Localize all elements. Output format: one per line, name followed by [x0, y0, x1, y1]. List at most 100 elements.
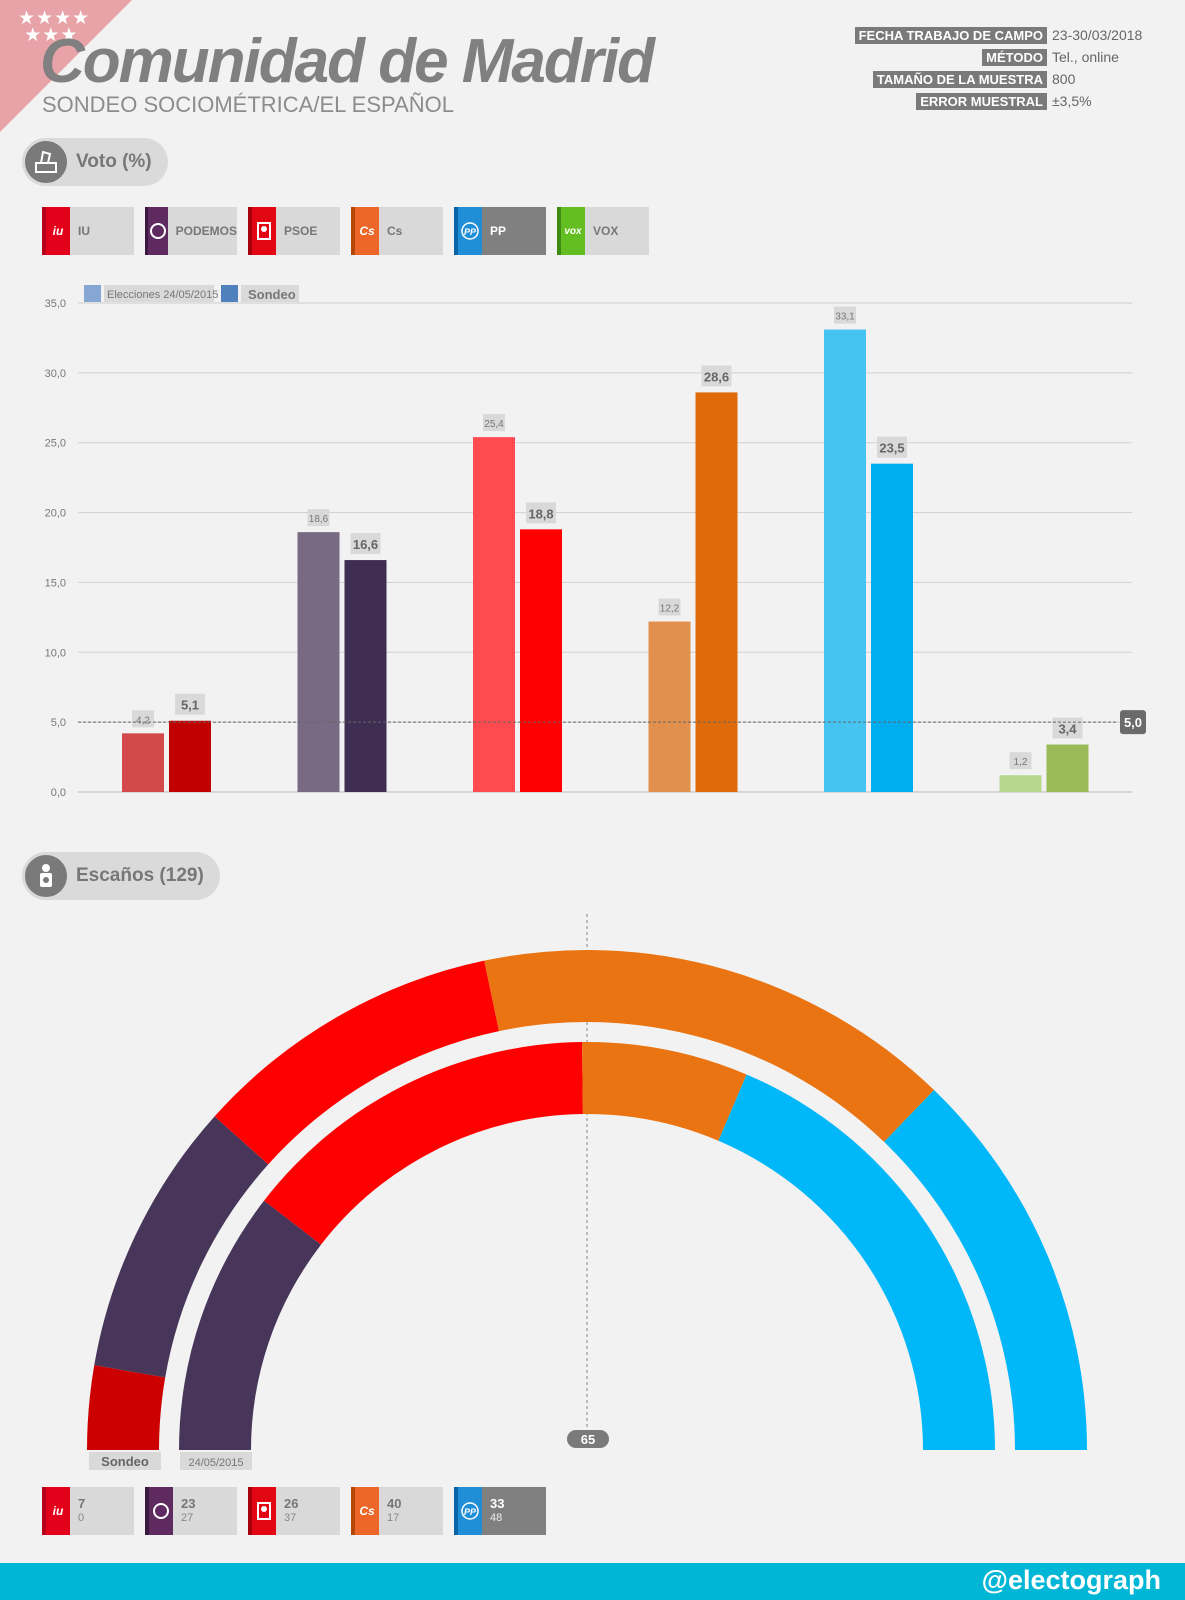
bar-value-label: 33,1 [835, 312, 855, 323]
legend-label-elecciones: Elecciones 24/05/2015 [107, 289, 218, 301]
party-legend-item: Cs Cs [351, 207, 443, 255]
seat-numbers: 7 0 [78, 1497, 85, 1525]
seats-sondeo: 23 [181, 1496, 196, 1511]
seat-person-icon [22, 852, 70, 900]
bar-vox-sondeo [1046, 744, 1089, 792]
bar-label-bg [1009, 752, 1032, 770]
vote-bar-chart: Elecciones 24/05/2015 Sondeo 0,0 5,0 10,0 1… [45, 285, 1146, 799]
seat-count-item: iu 7 0 [42, 1487, 134, 1535]
y-tick-label: 0,0 [51, 787, 66, 799]
y-tick-label: 35,0 [45, 298, 66, 310]
podemos-logo-icon [148, 207, 168, 255]
seat-arc-cs-sondeo [484, 950, 935, 1142]
seats-sondeo: 33 [490, 1496, 505, 1511]
seat-counts: iu 7 0 23 27 26 37 Cs 40 17 PP 33 [42, 1487, 546, 1535]
svg-text:PP: PP [464, 227, 477, 237]
party-legend-item: iu IU [42, 207, 134, 255]
ring-label-bg [89, 1452, 161, 1470]
bar-label-bg [701, 365, 732, 387]
bar-value-label: 16,6 [353, 537, 378, 552]
seats-2015: 48 [490, 1512, 503, 1524]
seats-2015: 0 [78, 1512, 85, 1524]
meta-label: TAMAÑO DE LA MUESTRA [872, 70, 1047, 88]
iu-logo-icon: iu [46, 207, 70, 255]
bar-cs-sondeo [695, 392, 738, 792]
meta-row-sample: TAMAÑO DE LA MUESTRA 800 [855, 68, 1139, 90]
threshold-line: 5,0 [78, 710, 1146, 735]
seats-hemicycle-chart: 65 Sondeo 24/05/2015 [87, 914, 1087, 1470]
ballot-box-icon [22, 138, 70, 186]
seats-sondeo: 40 [387, 1496, 402, 1511]
legend-label-bg [241, 285, 299, 302]
psoe-logo-icon [252, 207, 276, 255]
party-name: IU [78, 224, 90, 238]
party-stripe [42, 207, 46, 255]
legend-label-bg [104, 285, 214, 302]
bar-pp-2015 [824, 329, 866, 792]
party-name: Cs [387, 224, 403, 238]
chart-legend: Elecciones 24/05/2015 Sondeo [84, 285, 299, 302]
party-stripe [248, 1487, 252, 1535]
seats-2015: 37 [284, 1512, 297, 1524]
meta-label: MÉTODO [982, 48, 1047, 66]
legend-swatch-sondeo [221, 285, 238, 302]
party-legend: iu IU PODEMOS PSOE Cs Cs PP PP vox VOX [42, 207, 649, 255]
seat-arc-psoe-2015 [264, 1042, 583, 1245]
page-subtitle: SONDEO SOCIOMÉTRICA/EL ESPAÑOL [42, 92, 454, 117]
bar-pp-sondeo [871, 463, 913, 792]
seat-count-item: Cs 40 17 [351, 1487, 443, 1535]
party-stripe [351, 207, 355, 255]
bar-podemos-2015 [297, 532, 340, 792]
threshold-badge [1120, 710, 1146, 735]
party-stripe [454, 207, 458, 255]
bar-value-label: 5,1 [181, 698, 199, 713]
bar-value-label: 18,8 [528, 506, 553, 521]
bar-label-bg [307, 509, 330, 527]
survey-metadata: FECHA TRABAJO DE CAMPO 23-30/03/2018 MÉT… [854, 24, 1143, 112]
party-stripe [454, 1487, 458, 1535]
seat-arc-pp-sondeo [884, 1090, 1087, 1450]
bar-iu-sondeo [169, 720, 211, 792]
bar-podemos-sondeo [344, 560, 387, 792]
y-tick-label: 5,0 [51, 717, 66, 729]
footer-bar: @electograph [0, 1563, 1185, 1600]
chart-bars: 4,2 5,1 18,6 16,6 25,4 18,8 12,2 28,6 33,1 23,5 1,… [122, 306, 1089, 792]
party-legend-item: PSOE [248, 207, 340, 255]
meta-value: 23-30/03/2018 [1052, 27, 1143, 43]
hemicycle-rings [87, 950, 1087, 1450]
bar-value-label: 18,6 [309, 514, 329, 525]
majority-badge [567, 1430, 609, 1448]
meta-value: 800 [1052, 71, 1076, 87]
y-tick-label: 10,0 [45, 647, 66, 659]
party-legend-item: PODEMOS [145, 207, 237, 255]
bar-label-bg [175, 693, 205, 715]
seat-numbers: 40 17 [387, 1497, 401, 1525]
svg-text:PP: PP [464, 1507, 477, 1517]
party-stripe [557, 207, 561, 255]
bar-iu-2015 [122, 733, 164, 792]
flag-stars-icon: ★★★★ ★★★ [18, 8, 91, 46]
chart-gridlines [78, 302, 1132, 793]
bar-psoe-2015 [473, 437, 515, 792]
bar-cs-2015 [648, 621, 691, 792]
meta-label: ERROR MUESTRAL [916, 92, 1047, 110]
bar-label-bg [834, 306, 856, 324]
seat-count-item: 26 37 [248, 1487, 340, 1535]
cs-logo-icon: Cs [355, 207, 379, 255]
bar-label-bg [877, 436, 907, 458]
ring-label-sondeo: Sondeo [101, 1454, 149, 1469]
footer-handle: @electograph [981, 1565, 1161, 1595]
party-name: PSOE [284, 224, 318, 238]
psoe-logo-icon [252, 1487, 276, 1535]
seat-numbers: 33 48 [490, 1497, 504, 1525]
party-stripe [351, 1487, 355, 1535]
y-tick-label: 20,0 [45, 508, 66, 520]
bar-psoe-sondeo [520, 529, 562, 792]
bar-label-bg [132, 710, 154, 728]
cs-logo-icon: Cs [355, 1487, 379, 1535]
party-name: VOX [593, 224, 619, 238]
vox-logo-icon: vox [561, 207, 585, 255]
podemos-logo-icon [149, 1487, 173, 1535]
bar-value-label: 25,4 [484, 419, 504, 430]
bar-label-bg [1052, 717, 1083, 739]
